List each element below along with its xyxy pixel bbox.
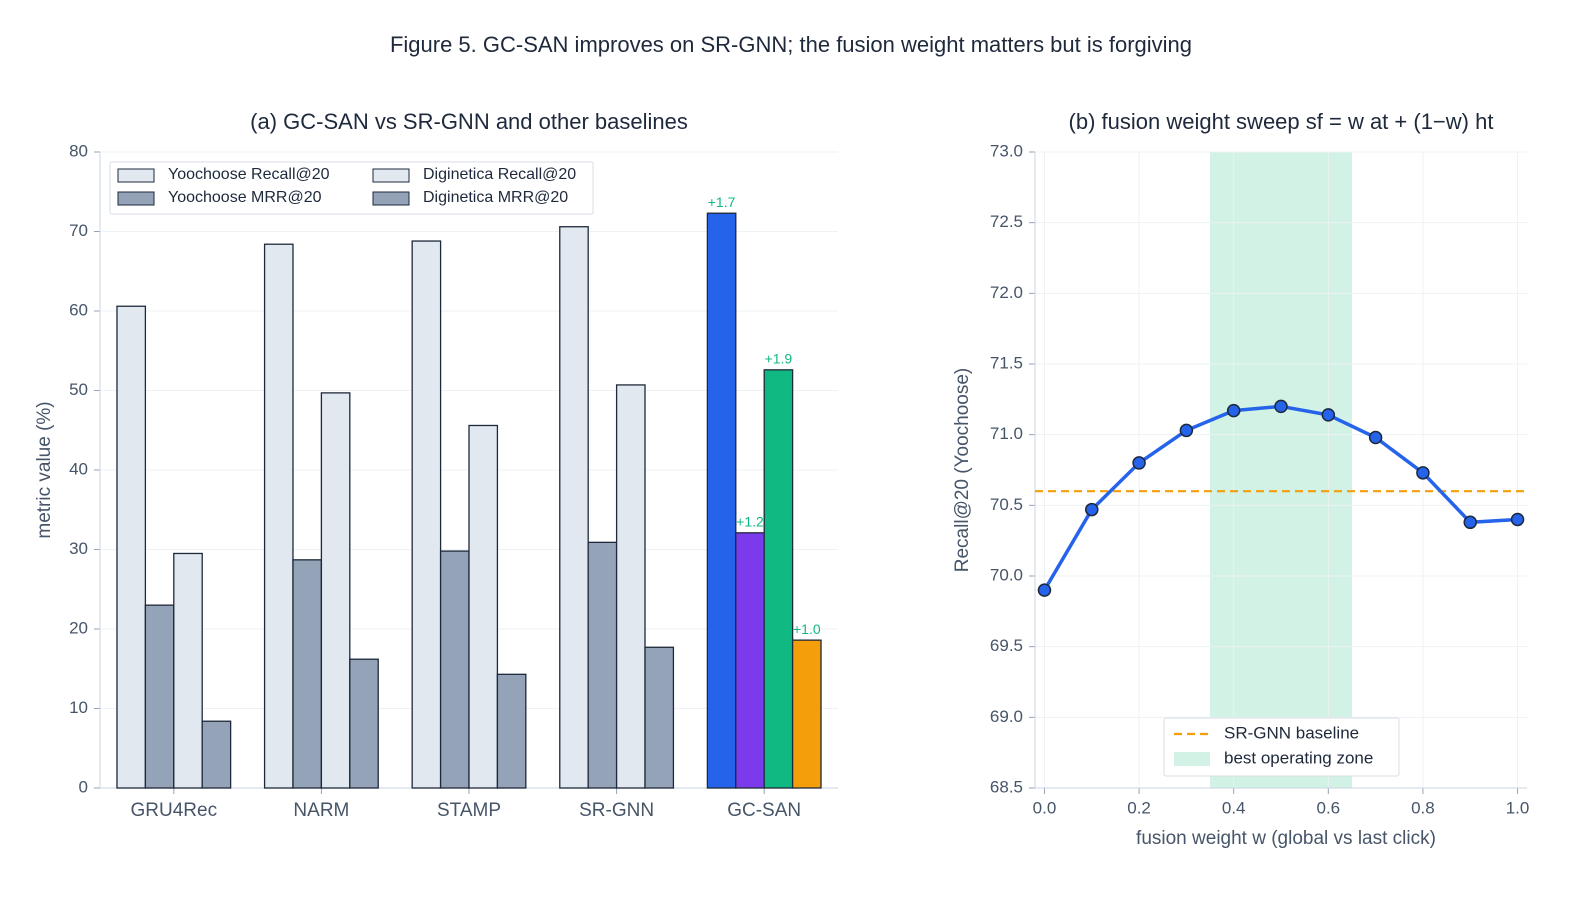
- span: [1210, 152, 1352, 788]
- point: [1368, 430, 1383, 445]
- x-tick-label: 0.6: [1316, 798, 1340, 817]
- subplot-title: (a) GC-SAN vs SR-GNN and other baselines: [250, 109, 688, 134]
- bar: [144, 604, 175, 789]
- legend-label: Diginetica Recall@20: [423, 166, 576, 183]
- bar: [320, 392, 351, 789]
- y-axis-label: Recall@20 (Yoochoose): [952, 368, 973, 572]
- y-tick-label: 71.0: [990, 424, 1023, 443]
- y-tick-label: 70: [69, 221, 88, 240]
- point: [1463, 515, 1477, 530]
- bar: [496, 673, 527, 789]
- legend-swatch: [1174, 752, 1210, 766]
- y-tick-label: 80: [69, 141, 88, 160]
- bar: [644, 646, 675, 789]
- y-tick-label: 73.0: [990, 141, 1023, 160]
- y-tick-label: 40: [69, 459, 88, 478]
- x-tick-label: STAMP: [437, 800, 501, 821]
- y-tick-label: 60: [69, 300, 88, 319]
- point: [1179, 423, 1194, 438]
- bar: [559, 226, 589, 789]
- subplot-title: (b) fusion weight sweep sf = w at + (1−w…: [1069, 109, 1494, 134]
- y-tick-label: 72.0: [990, 283, 1023, 302]
- x-tick-label: 0.8: [1411, 798, 1435, 817]
- point: [1037, 583, 1052, 597]
- bar: [411, 240, 442, 789]
- legend-label: Diginetica MRR@20: [423, 189, 568, 206]
- legend-box: [1163, 717, 1400, 777]
- y-tick-label: 70.0: [990, 565, 1023, 584]
- bar: [615, 384, 646, 789]
- bar: [439, 550, 470, 789]
- legend-label: best operating zone: [1224, 748, 1373, 767]
- bar: [263, 243, 294, 789]
- bar: [468, 424, 499, 789]
- x-tick-label: 0.0: [1033, 798, 1057, 817]
- bar: [201, 720, 232, 789]
- annotation: +1.0: [793, 621, 821, 637]
- x-tick-label: 0.4: [1222, 798, 1246, 817]
- annotation: +1.7: [708, 194, 736, 210]
- point: [1132, 456, 1146, 470]
- point: [1274, 399, 1288, 414]
- annotation: +1.2: [736, 514, 764, 530]
- legend-swatch: [372, 168, 410, 183]
- y-tick-label: 69.5: [990, 636, 1023, 655]
- legend-swatch: [117, 168, 155, 183]
- bar: [587, 541, 618, 789]
- legend-label: Yoochoose Recall@20: [168, 166, 330, 183]
- legend-label: Yoochoose MRR@20: [168, 189, 322, 206]
- x-tick-label: GRU4Rec: [131, 800, 218, 821]
- legend-swatch: [117, 191, 155, 206]
- annotation: +1.9: [765, 351, 793, 367]
- x-tick-label: 0.2: [1127, 798, 1151, 817]
- y-tick-label: 0: [79, 777, 88, 796]
- figure-title: Figure 5. GC-SAN improves on SR-GNN; the…: [390, 32, 1192, 57]
- bar: [706, 212, 737, 789]
- x-tick-label: SR-GNN: [579, 800, 654, 821]
- bar: [791, 639, 822, 789]
- y-tick-label: 69.0: [990, 707, 1023, 726]
- bar: [116, 305, 147, 789]
- legend-swatch: [372, 191, 410, 206]
- y-tick-label: 30: [69, 539, 88, 558]
- point: [1321, 408, 1336, 422]
- point: [1226, 403, 1241, 418]
- point: [1510, 512, 1525, 527]
- y-tick-label: 71.5: [990, 353, 1023, 372]
- bar: [763, 369, 794, 789]
- point: [1416, 466, 1430, 480]
- y-tick-label: 68.5: [990, 777, 1023, 796]
- y-axis-label: metric value (%): [34, 401, 55, 538]
- bar: [173, 552, 203, 789]
- y-tick-label: 72.5: [990, 212, 1023, 231]
- bar: [292, 559, 323, 789]
- bar: [735, 532, 765, 789]
- y-tick-label: 50: [69, 380, 88, 399]
- bar: [349, 658, 379, 789]
- point: [1085, 502, 1099, 517]
- legend-box: [109, 161, 594, 215]
- legend-label: SR-GNN baseline: [1224, 723, 1359, 742]
- x-tick-label: NARM: [293, 800, 349, 821]
- y-tick-label: 70.5: [990, 495, 1023, 514]
- x-tick-label: 1.0: [1506, 798, 1530, 817]
- x-axis-label: fusion weight w (global vs last click): [1136, 828, 1436, 849]
- y-tick-label: 10: [69, 698, 88, 717]
- y-tick-label: 20: [69, 618, 88, 637]
- x-tick-label: GC-SAN: [727, 800, 801, 821]
